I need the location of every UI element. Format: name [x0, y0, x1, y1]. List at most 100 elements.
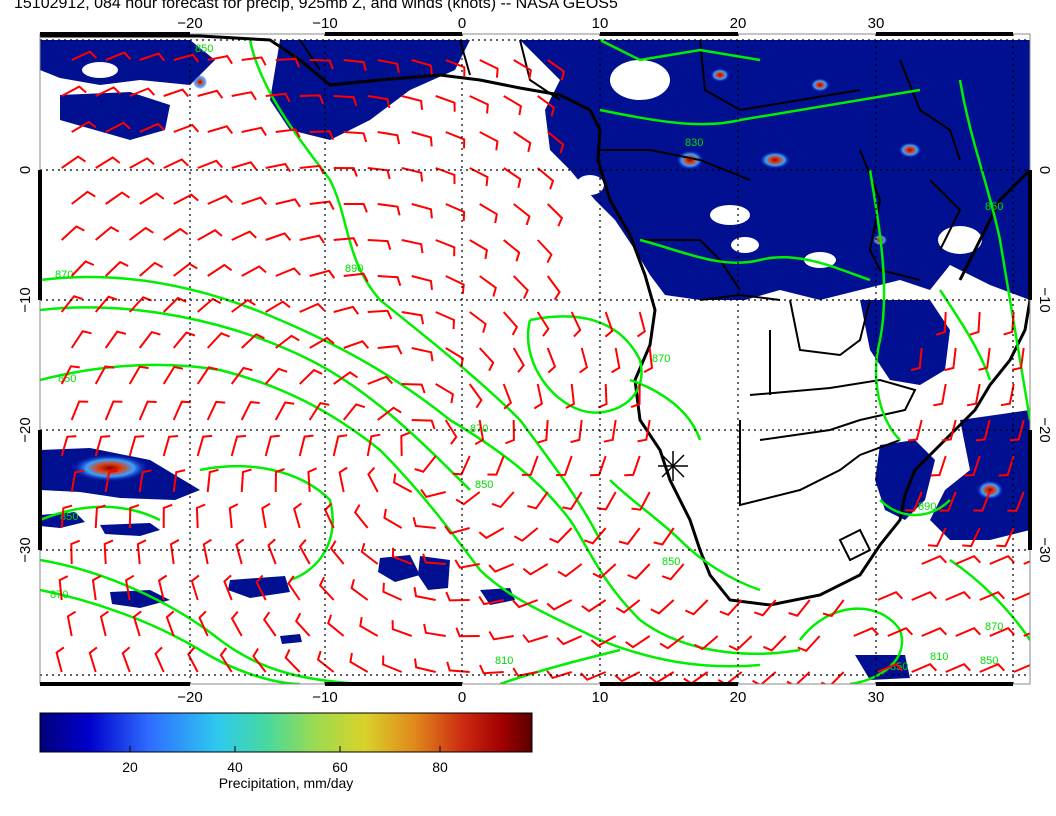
wind-barb [694, 635, 719, 651]
wind-barb [163, 158, 189, 169]
wind-barb [788, 599, 811, 617]
wind-barb [162, 503, 173, 529]
coastlines [40, 34, 1030, 607]
wind-barb [139, 192, 165, 205]
wind-barb [989, 555, 1016, 565]
y-tick-label-left: 0 [17, 166, 34, 174]
wind-barb [911, 663, 938, 673]
wind-barb [377, 131, 401, 145]
wind-barb [349, 652, 369, 673]
wind-barb [299, 368, 323, 385]
wind-barb [637, 419, 651, 443]
wind-barb [70, 539, 81, 565]
wind-barb [104, 400, 123, 421]
wind-barb [240, 401, 260, 421]
wind-barb [570, 419, 583, 444]
wind-barb [1000, 383, 1015, 407]
wind-barb [753, 599, 777, 617]
wind-barb [1013, 664, 1030, 673]
wind-barb [590, 635, 617, 648]
wind-barb [360, 542, 379, 565]
wind-barb [411, 59, 433, 75]
wind-barb [401, 95, 424, 110]
x-tick-label-bottom: −20 [177, 689, 202, 706]
wind-barb [445, 131, 466, 149]
wind-barb [382, 582, 403, 601]
wind-barb [298, 539, 311, 565]
wind-barb [444, 525, 470, 535]
wind-barb [907, 419, 923, 442]
wind-barb [293, 502, 302, 529]
wind-barb [579, 347, 589, 374]
wind-barb [196, 434, 213, 457]
wind-barb [60, 295, 83, 313]
wind-barb [650, 599, 675, 615]
wind-barb [265, 162, 291, 173]
wind-barb [546, 203, 564, 227]
wind-barb [478, 595, 504, 606]
wind-barb [979, 663, 1006, 673]
wind-barb [944, 347, 957, 372]
wind-barb [343, 203, 368, 213]
wind-barb [945, 591, 972, 601]
wind-barb [659, 635, 685, 650]
wind-barb [536, 239, 553, 264]
wind-barb [533, 383, 544, 410]
wind-barb [231, 298, 256, 313]
wind-barb [353, 504, 369, 529]
wind-barb [172, 400, 191, 421]
wind-barb [939, 491, 957, 512]
wind-barb [513, 59, 533, 80]
contour-label: 850 [980, 655, 998, 667]
wind-barb [653, 527, 675, 546]
wind-barb [973, 491, 991, 512]
station-marker [658, 451, 688, 481]
wind-barb [911, 591, 938, 601]
wind-barb [71, 50, 98, 61]
wind-barb [71, 120, 97, 133]
wind-barb [797, 635, 821, 652]
wind-barb [377, 406, 402, 421]
wind-barb [94, 365, 115, 385]
wind-barb [367, 309, 393, 320]
wind-barb [138, 330, 161, 349]
precip-hotspots [70, 68, 1004, 500]
wind-barb [445, 591, 470, 602]
y-tick-label-left: −10 [17, 287, 34, 312]
wind-barb [611, 347, 621, 374]
wind-barb [240, 468, 252, 493]
wind-barb [631, 491, 651, 511]
wind-barb [491, 491, 515, 509]
wind-barb [132, 610, 142, 637]
wind-barb [231, 161, 258, 171]
wind-barb [513, 527, 539, 542]
x-tick-label-bottom: 30 [868, 689, 885, 706]
wind-barb [488, 631, 514, 641]
wind-barb [546, 670, 572, 680]
wind-barb [139, 261, 164, 277]
wind-barb [206, 400, 226, 421]
wind-barb [70, 469, 85, 493]
wind-barb [162, 296, 187, 313]
wind-barb [333, 167, 358, 177]
wind-barb [478, 527, 505, 540]
wind-barb [128, 435, 145, 457]
wind-barb [154, 646, 165, 673]
x-tick-label-top: 0 [458, 15, 466, 32]
wind-barb [94, 504, 106, 529]
wind-barb [502, 311, 519, 336]
wind-barb [207, 263, 233, 277]
wind-barb [241, 126, 267, 136]
wind-barb [70, 330, 92, 349]
contour-label: 870 [55, 269, 73, 281]
wind-barb [570, 311, 582, 338]
wind-barb [377, 275, 402, 287]
wind-barb [962, 527, 981, 548]
wind-barb [717, 671, 743, 684]
wind-barbs [55, 50, 1030, 684]
wind-barb [503, 95, 523, 116]
wind-barb [343, 131, 368, 143]
wind-barb [469, 239, 489, 260]
wind-barb [411, 275, 433, 291]
